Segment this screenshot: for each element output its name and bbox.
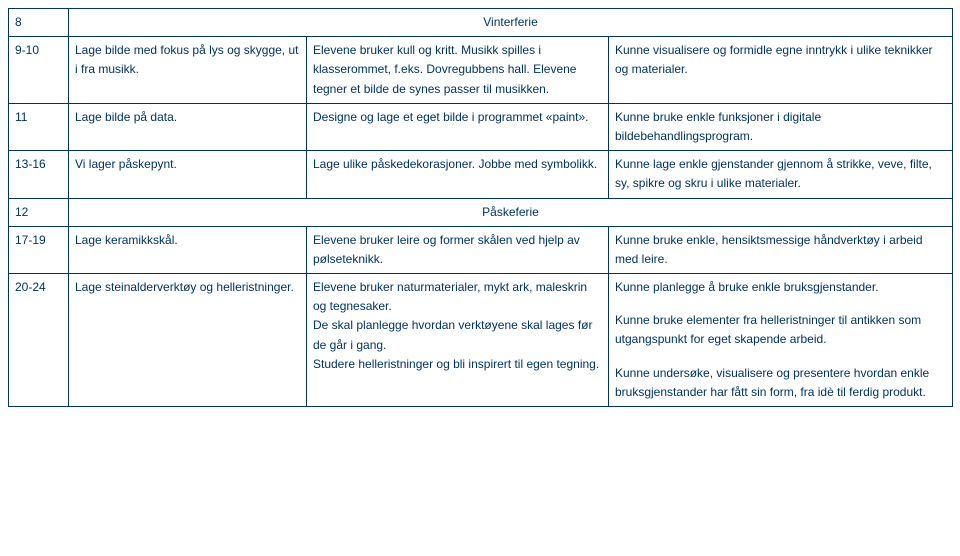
curriculum-table: 8 Vinterferie 9-10 Lage bilde med fokus … xyxy=(8,8,953,407)
goal-cell: Kunne bruke enkle, hensiktsmessige håndv… xyxy=(609,226,953,273)
table-row: 13-16 Vi lager påskepynt. Lage ulike pås… xyxy=(9,151,953,198)
holiday-cell: Vinterferie xyxy=(69,9,953,37)
week-cell: 8 xyxy=(9,9,69,37)
table-row: 8 Vinterferie xyxy=(9,9,953,37)
activity-cell: Lage ulike påskedekorasjoner. Jobbe med … xyxy=(307,151,609,198)
week-cell: 20-24 xyxy=(9,274,69,407)
week-cell: 9-10 xyxy=(9,37,69,104)
table-row: 12 Påskeferie xyxy=(9,198,953,226)
week-cell: 13-16 xyxy=(9,151,69,198)
activity-para: De skal planlegge hvordan verktøyene ska… xyxy=(313,316,602,354)
goal-para: Kunne planlegge å bruke enkle bruksgjens… xyxy=(615,278,946,297)
week-cell: 11 xyxy=(9,103,69,150)
table-row: 11 Lage bilde på data. Designe og lage e… xyxy=(9,103,953,150)
goal-cell: Kunne bruke enkle funksjoner i digitale … xyxy=(609,103,953,150)
table-row: 9-10 Lage bilde med fokus på lys og skyg… xyxy=(9,37,953,104)
topic-cell: Lage steinalderverktøy og helleristninge… xyxy=(69,274,307,407)
week-cell: 12 xyxy=(9,198,69,226)
topic-cell: Lage keramikkskål. xyxy=(69,226,307,273)
holiday-cell: Påskeferie xyxy=(69,198,953,226)
activity-cell: Elevene bruker kull og kritt. Musikk spi… xyxy=(307,37,609,104)
activity-para: Studere helleristninger og bli inspirert… xyxy=(313,355,602,374)
table-row: 17-19 Lage keramikkskål. Elevene bruker … xyxy=(9,226,953,273)
activity-cell: Elevene bruker leire og former skålen ve… xyxy=(307,226,609,273)
topic-cell: Lage bilde med fokus på lys og skygge, u… xyxy=(69,37,307,104)
activity-para: Elevene bruker naturmaterialer, mykt ark… xyxy=(313,278,602,316)
goal-para: Kunne bruke elementer fra helleristninge… xyxy=(615,311,946,349)
topic-cell: Vi lager påskepynt. xyxy=(69,151,307,198)
activity-cell: Designe og lage et eget bilde i programm… xyxy=(307,103,609,150)
week-cell: 17-19 xyxy=(9,226,69,273)
goal-cell: Kunne lage enkle gjenstander gjennom å s… xyxy=(609,151,953,198)
goal-cell: Kunne planlegge å bruke enkle bruksgjens… xyxy=(609,274,953,407)
table-row: 20-24 Lage steinalderverktøy og helleris… xyxy=(9,274,953,407)
activity-cell: Elevene bruker naturmaterialer, mykt ark… xyxy=(307,274,609,407)
topic-cell: Lage bilde på data. xyxy=(69,103,307,150)
goal-para: Kunne undersøke, visualisere og presente… xyxy=(615,364,946,402)
goal-cell: Kunne visualisere og formidle egne inntr… xyxy=(609,37,953,104)
